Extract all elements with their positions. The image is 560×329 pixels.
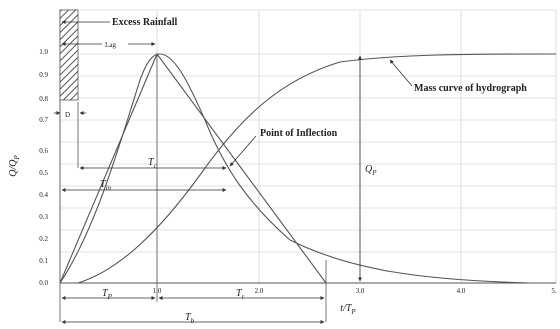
y-tick: 0.2 bbox=[39, 235, 48, 243]
tp-label: TP bbox=[102, 288, 113, 301]
unit-hydrograph-curve bbox=[59, 53, 531, 284]
y-axis-title: Q/QP bbox=[8, 155, 21, 177]
y-tick: 0.3 bbox=[39, 213, 48, 221]
tin-label: Tin bbox=[100, 179, 112, 192]
mass-curve-label: Mass curve of hydrograph bbox=[414, 83, 527, 94]
mass-curve bbox=[77, 53, 557, 284]
y-tick: 0.5 bbox=[39, 169, 48, 177]
d-label: D bbox=[65, 111, 70, 119]
triangular-hydrograph bbox=[59, 52, 327, 284]
tc-label: Tc bbox=[148, 157, 158, 170]
excess-rainfall-label: Excess Rainfall bbox=[112, 17, 178, 28]
x-tick-labels: 1.0 2.0 3.0 4.0 5. bbox=[153, 287, 557, 295]
excess-rainfall-block bbox=[59, 9, 79, 101]
lag-label: Lag bbox=[105, 41, 116, 49]
y-tick: 0.8 bbox=[39, 95, 48, 103]
y-tick: 0.1 bbox=[39, 257, 48, 265]
y-tick: 0.0 bbox=[39, 279, 48, 287]
x-tick: 2.0 bbox=[255, 287, 264, 295]
y-tick: 0.6 bbox=[39, 147, 48, 155]
x-tick: 1.0 bbox=[153, 287, 162, 295]
x-axis-title: t/TP bbox=[340, 303, 356, 316]
y-tick-labels: 0.0 0.1 0.2 0.3 0.4 0.5 0.6 0.7 0.8 0.9 … bbox=[39, 48, 48, 287]
inflection-leader bbox=[229, 135, 257, 167]
reference-lines bbox=[59, 54, 327, 322]
tb-label: Tb bbox=[185, 312, 195, 325]
y-tick: 0.9 bbox=[39, 71, 48, 79]
inflection-label: Point of Inflection bbox=[260, 128, 338, 139]
grid-lines bbox=[60, 9, 557, 283]
x-tick: 4.0 bbox=[457, 287, 466, 295]
axes-frame bbox=[59, 10, 556, 284]
qp-label: QP bbox=[365, 164, 377, 177]
y-tick: 0.7 bbox=[39, 116, 48, 124]
x-tick: 5. bbox=[551, 287, 557, 295]
y-tick: 0.4 bbox=[39, 191, 48, 199]
x-tick: 3.0 bbox=[356, 287, 365, 295]
dimension-arrows bbox=[54, 20, 413, 324]
mass-curve-leader bbox=[389, 59, 413, 87]
tr-label: Tr bbox=[236, 288, 245, 301]
y-tick: 1.0 bbox=[39, 48, 48, 56]
